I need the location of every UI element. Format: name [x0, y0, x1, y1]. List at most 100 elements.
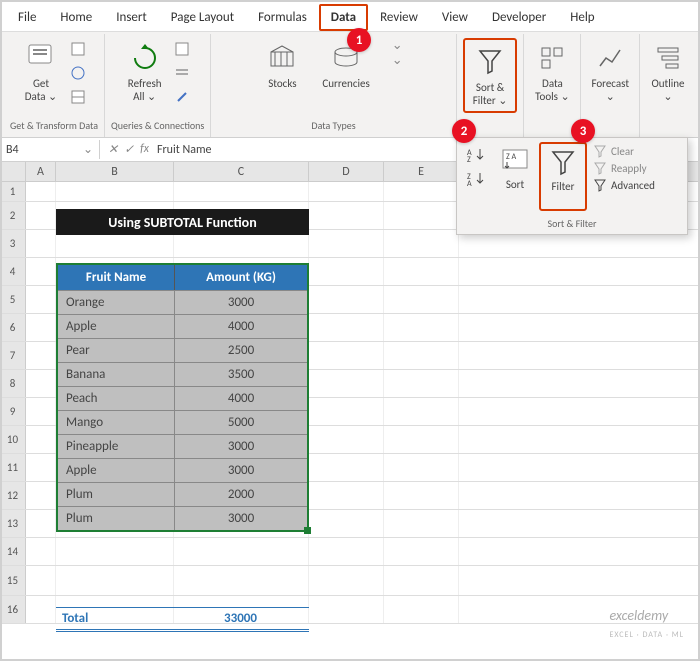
cell-amount[interactable]: 3000	[175, 435, 307, 458]
from-text-button[interactable]	[67, 38, 89, 60]
tab-home[interactable]: Home	[48, 4, 104, 31]
tab-developer[interactable]: Developer	[480, 4, 558, 31]
cell[interactable]	[309, 538, 384, 565]
cell[interactable]	[309, 230, 384, 257]
cell[interactable]	[174, 182, 309, 201]
advanced-button[interactable]: Advanced	[593, 178, 655, 192]
col-header-d[interactable]: D	[309, 162, 384, 181]
sort-desc-button[interactable]: ZA	[463, 168, 489, 190]
cell[interactable]	[26, 510, 56, 537]
data-tools-button[interactable]: Data Tools ⌄	[530, 38, 574, 105]
cell-fruit[interactable]: Plum	[58, 483, 175, 506]
row-header[interactable]: 8	[0, 370, 26, 397]
row-header[interactable]: 2	[0, 202, 26, 229]
cell[interactable]	[384, 342, 459, 369]
cell[interactable]	[309, 566, 384, 595]
cell[interactable]	[56, 538, 174, 565]
from-table-button[interactable]	[67, 86, 89, 108]
cell[interactable]	[384, 566, 459, 595]
cell[interactable]	[309, 342, 384, 369]
table-row[interactable]: Mango5000	[58, 410, 307, 434]
cell[interactable]	[384, 370, 459, 397]
select-all-corner[interactable]	[0, 162, 26, 181]
row-header[interactable]: 7	[0, 342, 26, 369]
cell-amount[interactable]: 3000	[175, 291, 307, 314]
row-header[interactable]: 5	[0, 286, 26, 313]
sort-asc-button[interactable]: AZ	[463, 144, 489, 166]
cell[interactable]	[56, 566, 174, 595]
queries-button[interactable]	[171, 38, 193, 60]
clear-button[interactable]: Clear	[593, 144, 655, 158]
cell[interactable]	[384, 230, 459, 257]
cell[interactable]	[384, 202, 459, 229]
col-header-c[interactable]: C	[174, 162, 309, 181]
cell[interactable]	[384, 398, 459, 425]
table-row[interactable]: Pear2500	[58, 338, 307, 362]
cell-amount[interactable]: 3500	[175, 363, 307, 386]
cell-amount[interactable]: 3000	[175, 459, 307, 482]
table-row[interactable]: Banana3500	[58, 362, 307, 386]
tab-page-layout[interactable]: Page Layout	[159, 4, 246, 31]
cell[interactable]	[309, 596, 384, 623]
cell[interactable]	[384, 482, 459, 509]
cell[interactable]	[174, 538, 309, 565]
selection-handle[interactable]	[304, 527, 311, 534]
cell[interactable]	[26, 258, 56, 285]
cell-fruit[interactable]: Plum	[58, 507, 175, 530]
cell[interactable]	[26, 370, 56, 397]
tab-file[interactable]: File	[6, 4, 48, 31]
cell[interactable]	[384, 182, 459, 201]
cell[interactable]	[309, 426, 384, 453]
row-header[interactable]: 9	[0, 398, 26, 425]
cell-fruit[interactable]: Pineapple	[58, 435, 175, 458]
cell[interactable]	[26, 314, 56, 341]
data-types-nav[interactable]: ⌄⌄	[388, 38, 407, 68]
tab-review[interactable]: Review	[368, 4, 430, 31]
row-header[interactable]: 15	[0, 566, 26, 595]
table-row[interactable]: Orange3000	[58, 290, 307, 314]
tab-insert[interactable]: Insert	[104, 4, 159, 31]
cell-amount[interactable]: 4000	[175, 387, 307, 410]
cell[interactable]	[384, 286, 459, 313]
table-row[interactable]: Peach4000	[58, 386, 307, 410]
cell[interactable]	[26, 566, 56, 595]
row-header[interactable]: 6	[0, 314, 26, 341]
cell[interactable]	[309, 314, 384, 341]
cell[interactable]	[26, 286, 56, 313]
cell[interactable]	[26, 454, 56, 481]
cell[interactable]	[26, 230, 56, 257]
cell-amount[interactable]: 5000	[175, 411, 307, 434]
cell-amount[interactable]: 3000	[175, 507, 307, 530]
cell-fruit[interactable]: Mango	[58, 411, 175, 434]
properties-button[interactable]	[171, 62, 193, 84]
tab-formulas[interactable]: Formulas	[246, 4, 319, 31]
row-header[interactable]: 4	[0, 258, 26, 285]
cell[interactable]	[309, 510, 384, 537]
cell[interactable]	[26, 482, 56, 509]
cell[interactable]	[309, 370, 384, 397]
cell[interactable]	[384, 596, 459, 623]
cell-fruit[interactable]: Peach	[58, 387, 175, 410]
row-header[interactable]: 13	[0, 510, 26, 537]
edit-links-button[interactable]	[171, 86, 193, 108]
cell-fruit[interactable]: Pear	[58, 339, 175, 362]
cell[interactable]	[174, 566, 309, 595]
cell[interactable]	[26, 182, 56, 201]
cell[interactable]	[26, 596, 56, 623]
table-row[interactable]: Apple3000	[58, 458, 307, 482]
table-row[interactable]: Plum3000	[58, 506, 307, 530]
cell-amount[interactable]: 2000	[175, 483, 307, 506]
tab-data[interactable]: Data	[319, 4, 368, 31]
cell[interactable]	[384, 258, 459, 285]
refresh-all-button[interactable]: Refresh All ⌄	[123, 38, 167, 105]
col-header-e[interactable]: E	[384, 162, 459, 181]
cell[interactable]	[384, 314, 459, 341]
row-header[interactable]: 1	[0, 182, 26, 201]
row-header[interactable]: 16	[0, 596, 26, 623]
cell-amount[interactable]: 4000	[175, 315, 307, 338]
cell[interactable]	[56, 182, 174, 201]
filter-button[interactable]: Filter	[539, 142, 587, 211]
enter-icon[interactable]: ✓	[124, 142, 134, 157]
row-header[interactable]: 12	[0, 482, 26, 509]
outline-button[interactable]: Outline⌄	[646, 38, 690, 105]
